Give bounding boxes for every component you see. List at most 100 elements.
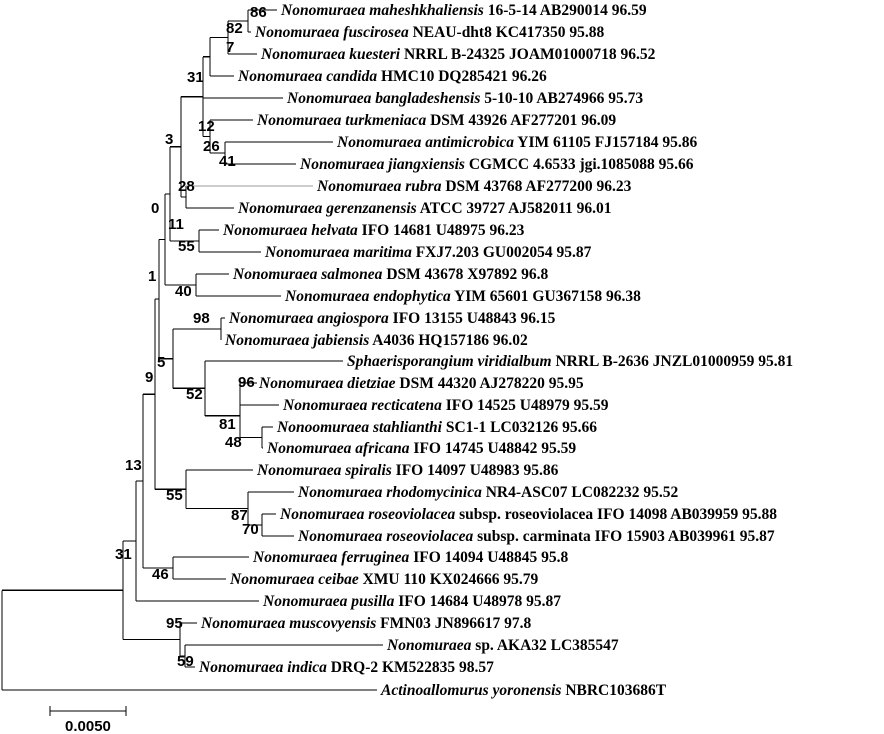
- taxon-species: Nonomuraea ceibae: [229, 571, 359, 588]
- taxon-label: Nonomuraea rubra DSM 43768 AF277200 96.2…: [316, 178, 632, 195]
- taxon-strain: XMU 110 KX024666 95.79: [359, 571, 539, 588]
- taxon-label: Nonomuraea africana IFO 14745 U48842 95.…: [266, 440, 576, 457]
- taxon-species: Nonomuraea candida: [237, 68, 377, 85]
- taxon-strain: sp. AKA32 LC385547: [471, 637, 619, 654]
- taxon-strain: NEAU-dht8 KC417350 95.88: [409, 24, 605, 41]
- taxon-species: Nonomuraea maritima: [264, 244, 412, 261]
- taxon-species: Nonomuraea ferruginea: [252, 549, 410, 566]
- taxon-strain: subsp. roseoviolacea IFO 14098 AB039959 …: [455, 506, 777, 523]
- taxon-strain: SC1-1 LC032126 95.66: [442, 419, 597, 436]
- taxon-species: Nonomuraea salmonea: [232, 266, 383, 283]
- bootstrap-value: 1: [148, 268, 156, 285]
- bootstrap-value: 59: [177, 653, 194, 670]
- taxon-strain: NR4-ASC07 LC082232 95.52: [482, 484, 679, 501]
- taxon-species: Nonomuraea roseoviolacea: [279, 506, 455, 523]
- taxon-strain: FXJ7.203 GU002054 95.87: [412, 244, 592, 261]
- branch-lines: [1, 9, 383, 691]
- bootstrap-value: 9: [145, 369, 153, 386]
- taxon-label: Nonomuraea maheshkhaliensis 16-5-14 AB29…: [280, 2, 647, 19]
- bootstrap-value: 55: [166, 487, 183, 504]
- taxon-label: Nonomuraea turkmeniaca DSM 43926 AF27720…: [256, 112, 616, 129]
- taxon-strain: IFO 13155 U48843 96.15: [389, 310, 556, 327]
- bootstrap-value: 40: [175, 283, 192, 300]
- taxon-label: Nonomuraea jabiensis A4036 HQ157186 96.0…: [224, 332, 528, 349]
- taxon-species: Nonomuraea africana: [266, 440, 410, 457]
- bootstrap-value: 52: [186, 386, 203, 403]
- taxon-species: Nonomuraea dietziae: [258, 375, 396, 392]
- bootstrap-value: 5: [157, 354, 165, 371]
- bootstrap-value: 96: [238, 374, 255, 391]
- taxon-label: Sphaerisporangium viridialbum NRRL B-263…: [347, 353, 793, 370]
- bootstrap-value: 0: [151, 200, 159, 217]
- taxon-label: Nonomuraea ferruginea IFO 14094 U48845 9…: [252, 549, 568, 566]
- taxon-label: Nonomuraea fuscirosea NEAU-dht8 KC417350…: [254, 24, 604, 41]
- taxon-strain: 16-5-14 AB290014 96.59: [484, 2, 647, 19]
- taxon-strain: DSM 44320 AJ278220 95.95: [396, 375, 584, 392]
- taxon-strain: IFO 14681 U48975 96.23: [358, 222, 525, 239]
- taxon-species: Nonomuraea roseoviolacea: [297, 528, 473, 545]
- taxon-label: Nonomuraea antimicrobica YIM 61105 FJ157…: [336, 134, 698, 151]
- bootstrap-value: 31: [187, 69, 204, 86]
- taxon-strain: ATCC 39727 AJ582011 96.01: [417, 200, 612, 217]
- taxon-label: Nonomuraea indica DRQ-2 KM522835 98.57: [198, 659, 494, 676]
- taxon-species: Nonomuraea recticatena: [282, 397, 442, 414]
- taxon-species: Nonomuraea indica: [198, 659, 327, 676]
- taxon-label: Nonomuraea helvata IFO 14681 U48975 96.2…: [222, 222, 525, 239]
- bootstrap-value: 86: [250, 4, 267, 21]
- taxon-species: Nonomuraea rhodomycinica: [297, 484, 482, 501]
- taxon-strain: IFO 14097 U48983 95.86: [392, 462, 559, 479]
- taxon-label: Nonomuraea ceibae XMU 110 KX024666 95.79: [229, 571, 539, 588]
- taxon-label: Nonoomuraea stahlianthi SC1-1 LC032126 9…: [276, 419, 597, 436]
- taxon-strain: 5-10-10 AB274966 95.73: [480, 90, 643, 107]
- taxon-species: Nonomuraea antimicrobica: [336, 134, 514, 151]
- taxon-label: Nonomuraea dietziae DSM 44320 AJ278220 9…: [258, 375, 584, 392]
- taxon-species: Nonomuraea endophytica: [284, 288, 451, 305]
- taxon-species: Nonomuraea helvata: [222, 222, 358, 239]
- taxon-strain: NRRL B-24325 JOAM01000718 96.52: [400, 46, 656, 63]
- taxon-label: Nonomuraea maritima FXJ7.203 GU002054 95…: [264, 244, 592, 261]
- taxon-strain: IFO 14745 U48842 95.59: [410, 440, 577, 457]
- bootstrap-value: 82: [226, 20, 243, 37]
- taxon-strain: A4036 HQ157186 96.02: [369, 332, 528, 349]
- taxon-species: Nonomuraea: [386, 637, 472, 654]
- bootstrap-value: 48: [225, 434, 242, 451]
- taxon-species: Nonomuraea pusilla: [262, 593, 395, 610]
- taxon-label: Nonomuraea jiangxiensis CGMCC 4.6533 jgi…: [299, 156, 694, 173]
- taxon-label: Nonomuraea kuesteri NRRL B-24325 JOAM010…: [260, 46, 656, 63]
- scale-bar: 0.0050: [49, 706, 127, 734]
- taxon-strain: YIM 61105 FJ157184 95.86: [514, 134, 698, 151]
- scale-bar-label: 0.0050: [65, 718, 111, 734]
- taxon-strain: DSM 43678 X97892 96.8: [382, 266, 548, 283]
- taxon-strain: DSM 43926 AF277201 96.09: [426, 112, 616, 129]
- taxon-species: Nonomuraea kuesteri: [260, 46, 401, 63]
- bootstrap-value: 28: [178, 178, 195, 195]
- taxon-species: Nonomuraea angiospora: [228, 310, 389, 327]
- taxon-label: Nonomuraea recticatena IFO 14525 U48979 …: [282, 397, 609, 414]
- bootstrap-value: 26: [203, 138, 220, 155]
- bootstrap-value: 13: [125, 457, 142, 474]
- taxon-strain: DSM 43768 AF277200 96.23: [441, 178, 631, 195]
- taxon-species: Nonomuraea gerenzanensis: [237, 200, 417, 217]
- taxon-species: Nonomuraea spiralis: [256, 462, 392, 479]
- bootstrap-value: 3: [165, 131, 173, 148]
- taxon-label: Nonomuraea candida HMC10 DQ285421 96.26: [237, 68, 547, 85]
- taxon-strain: NBRC103686T: [561, 682, 666, 699]
- taxon-label: Nonomuraea endophytica YIM 65601 GU36715…: [284, 288, 641, 305]
- taxon-species: Nonomuraea fuscirosea: [254, 24, 409, 41]
- bootstrap-value: 46: [152, 566, 169, 583]
- taxon-label: Nonomuraea roseoviolacea subsp. roseovio…: [279, 506, 777, 523]
- taxon-species: Nonomuraea maheshkhaliensis: [280, 2, 484, 19]
- bootstrap-value: 98: [193, 310, 210, 327]
- taxon-label: Nonomuraea sp. AKA32 LC385547: [386, 637, 619, 654]
- taxon-label: Nonomuraea gerenzanensis ATCC 39727 AJ58…: [237, 200, 612, 217]
- taxon-label: Nonomuraea muscovyensis FMN03 JN896617 9…: [200, 615, 531, 632]
- taxon-label: Nonomuraea angiospora IFO 13155 U48843 9…: [228, 310, 556, 327]
- taxon-strain: subsp. carminata IFO 15903 AB039961 95.8…: [473, 528, 775, 545]
- taxon-species: Nonomuraea turkmeniaca: [256, 112, 426, 129]
- taxon-labels: Nonomuraea maheshkhaliensis 16-5-14 AB29…: [198, 2, 793, 699]
- taxon-label: Nonomuraea salmonea DSM 43678 X97892 96.…: [232, 266, 548, 283]
- taxon-label: Nonomuraea pusilla IFO 14684 U48978 95.8…: [262, 593, 561, 610]
- taxon-label: Nonomuraea spiralis IFO 14097 U48983 95.…: [256, 462, 559, 479]
